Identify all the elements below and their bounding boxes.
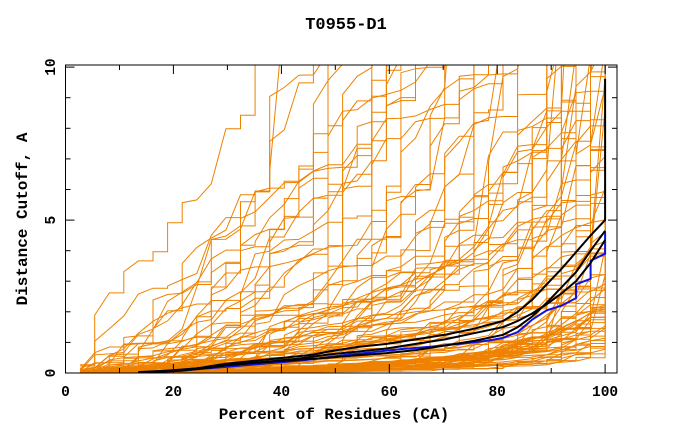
x-tick-label: 0 — [61, 385, 70, 401]
plot-frame — [65, 64, 618, 374]
chart-title: T0955-D1 — [305, 16, 387, 35]
decoy-curve — [80, 65, 590, 373]
decoy-curve — [80, 65, 475, 373]
decoy-curve — [80, 65, 606, 373]
x-tick-label: 100 — [592, 385, 618, 401]
decoy-curve — [80, 65, 519, 373]
y-tick-label: 10 — [44, 58, 60, 75]
decoy-curve — [80, 65, 315, 367]
decoy-curve — [79, 65, 329, 372]
decoy-curve — [79, 65, 374, 372]
decoy-curve — [80, 65, 548, 372]
decoy-curve — [79, 65, 429, 369]
decoy-curve — [79, 65, 280, 373]
decoy-curve — [80, 65, 256, 366]
decoy-curve — [80, 65, 562, 373]
y-tick-label: 0 — [44, 369, 60, 378]
model-black-2 — [138, 230, 606, 373]
x-tick-label: 40 — [273, 385, 290, 401]
decoy-curve — [80, 65, 475, 373]
decoy-curve — [80, 65, 520, 373]
decoy-curve — [80, 65, 387, 371]
x-tick-label: 20 — [165, 385, 182, 401]
decoy-curve — [80, 65, 504, 373]
x-tick-label: 60 — [381, 385, 398, 401]
x-axis-label: Percent of Residues (CA) — [219, 406, 449, 424]
y-axis-label: Distance Cutoff, A — [14, 132, 32, 305]
decoy-curve — [80, 65, 373, 373]
model-curves — [138, 78, 607, 373]
x-tick-label: 80 — [488, 385, 505, 401]
decoy-curve — [80, 65, 606, 373]
decoy-curve — [80, 65, 447, 372]
y-tick-label: 5 — [44, 216, 60, 225]
model-blue — [152, 231, 607, 373]
decoy-curve — [80, 65, 446, 373]
plot-frame-and-ticks: 0 20 40 60 80 100 0 5 10 — [44, 58, 618, 401]
model-black-1 — [138, 78, 607, 373]
